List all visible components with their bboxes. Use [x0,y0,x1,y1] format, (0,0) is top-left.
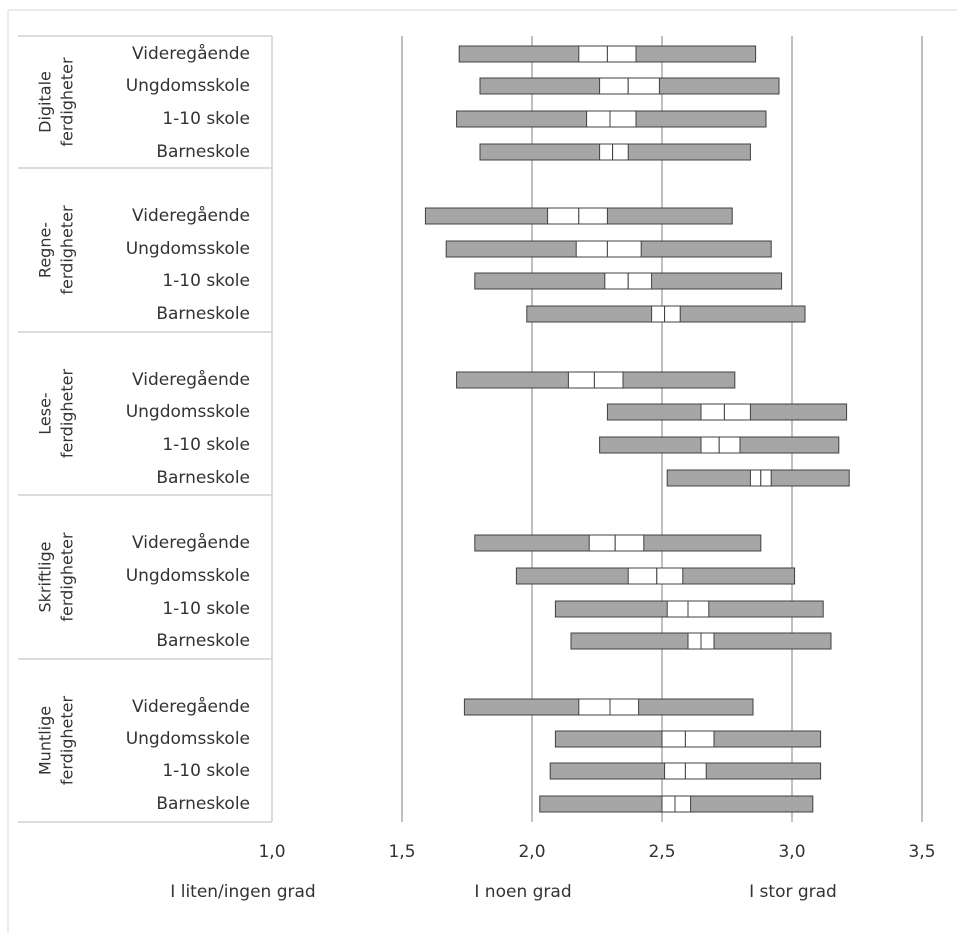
lower-middle-box-0-1 [599,77,629,95]
row-label-4-2: 1-10 skole [162,761,250,781]
group-label-0-line-1: ferdigheter [58,57,77,147]
row-label-1-2: 1-10 skole [162,271,250,291]
row-label-1-0: Videregående [132,205,250,226]
lower-middle-box-3-0 [588,534,616,552]
group-label-1-line-0: Regne- [36,222,55,278]
lower-middle-box-4-1 [661,730,686,748]
lower-middle-box-1-1 [575,240,608,258]
row-label-0-0: Videregående [132,43,250,64]
row-label-2-2: 1-10 skole [162,435,250,455]
upper-middle-box-4-2 [684,762,707,780]
lower-middle-box-1-0 [547,207,580,225]
upper-middle-box-1-0 [578,207,608,225]
lower-middle-box-2-2 [700,436,720,454]
lower-middle-box-3-2 [666,600,689,618]
lower-middle-box-1-2 [604,272,629,290]
lower-middle-box-4-0 [578,698,611,716]
lower-middle-box-3-3 [687,632,702,650]
upper-middle-box-0-1 [627,77,660,95]
upper-middle-box-4-3 [674,795,692,813]
row-label-3-1: Ungdomsskole [126,566,250,586]
row-label-2-1: Ungdomsskole [126,402,250,422]
lower-middle-box-2-1 [700,403,725,421]
row-label-0-2: 1-10 skole [162,109,250,129]
x-tick-label-2: 2,0 [518,842,545,862]
row-label-2-0: Videregående [132,369,250,390]
row-label-3-0: Videregående [132,532,250,553]
lower-middle-box-0-0 [578,45,608,63]
group-label-3-line-0: Skriftlige [36,542,55,613]
upper-middle-box-0-2 [609,110,637,128]
group-label-4-line-0: Muntlige [36,706,55,775]
lower-middle-box-2-0 [567,371,595,389]
row-label-0-3: Barneskole [156,142,250,162]
upper-middle-box-2-3 [760,469,772,487]
upper-middle-box-3-0 [614,534,645,552]
x-tick-label-3: 2,5 [648,842,675,862]
x-tick-label-0: 1,0 [258,842,285,862]
upper-middle-box-2-0 [593,371,624,389]
row-label-4-1: Ungdomsskole [126,729,250,749]
upper-middle-box-3-3 [700,632,715,650]
group-label-2-line-0: Lese- [36,392,55,434]
upper-middle-box-0-3 [612,143,629,161]
x-tick-label-1: 1,5 [388,842,415,862]
upper-middle-box-2-1 [723,403,751,421]
upper-middle-box-4-0 [609,698,640,716]
x-tick-label-5: 3,5 [908,842,935,862]
lower-middle-box-4-2 [664,762,686,780]
lower-middle-box-0-3 [599,143,614,161]
row-label-2-3: Barneskole [156,468,250,488]
upper-middle-box-1-1 [606,240,642,258]
group-label-2-line-1: ferdigheter [58,368,77,458]
row-label-3-2: 1-10 skole [162,599,250,619]
row-label-3-3: Barneskole [156,631,250,651]
lower-middle-box-0-2 [586,110,611,128]
upper-middle-box-4-1 [684,730,715,748]
lower-middle-box-2-3 [749,469,762,487]
lower-middle-box-1-3 [651,305,666,323]
upper-middle-box-3-2 [687,600,710,618]
row-label-1-1: Ungdomsskole [126,239,250,259]
lower-middle-box-4-3 [661,795,676,813]
row-label-4-3: Barneskole [156,794,250,814]
lower-middle-box-3-1 [627,567,658,585]
x-category-label-2: I stor grad [749,882,837,902]
row-label-4-0: Videregående [132,696,250,717]
group-label-3-line-1: ferdigheter [58,532,77,622]
group-label-1-line-1: ferdigheter [58,205,77,295]
x-category-label-1: I noen grad [474,882,571,902]
row-label-0-1: Ungdomsskole [126,76,250,96]
upper-middle-box-0-0 [606,45,637,63]
group-label-0-line-0: Digitale [36,71,55,133]
group-label-4-line-1: ferdigheter [58,695,77,785]
upper-middle-box-3-1 [656,567,684,585]
upper-middle-box-1-3 [664,305,681,323]
upper-middle-box-1-2 [627,272,653,290]
x-tick-label-4: 3,0 [778,842,805,862]
upper-middle-box-2-2 [718,436,741,454]
x-category-label-0: I liten/ingen grad [170,882,315,902]
row-label-1-3: Barneskole [156,304,250,324]
